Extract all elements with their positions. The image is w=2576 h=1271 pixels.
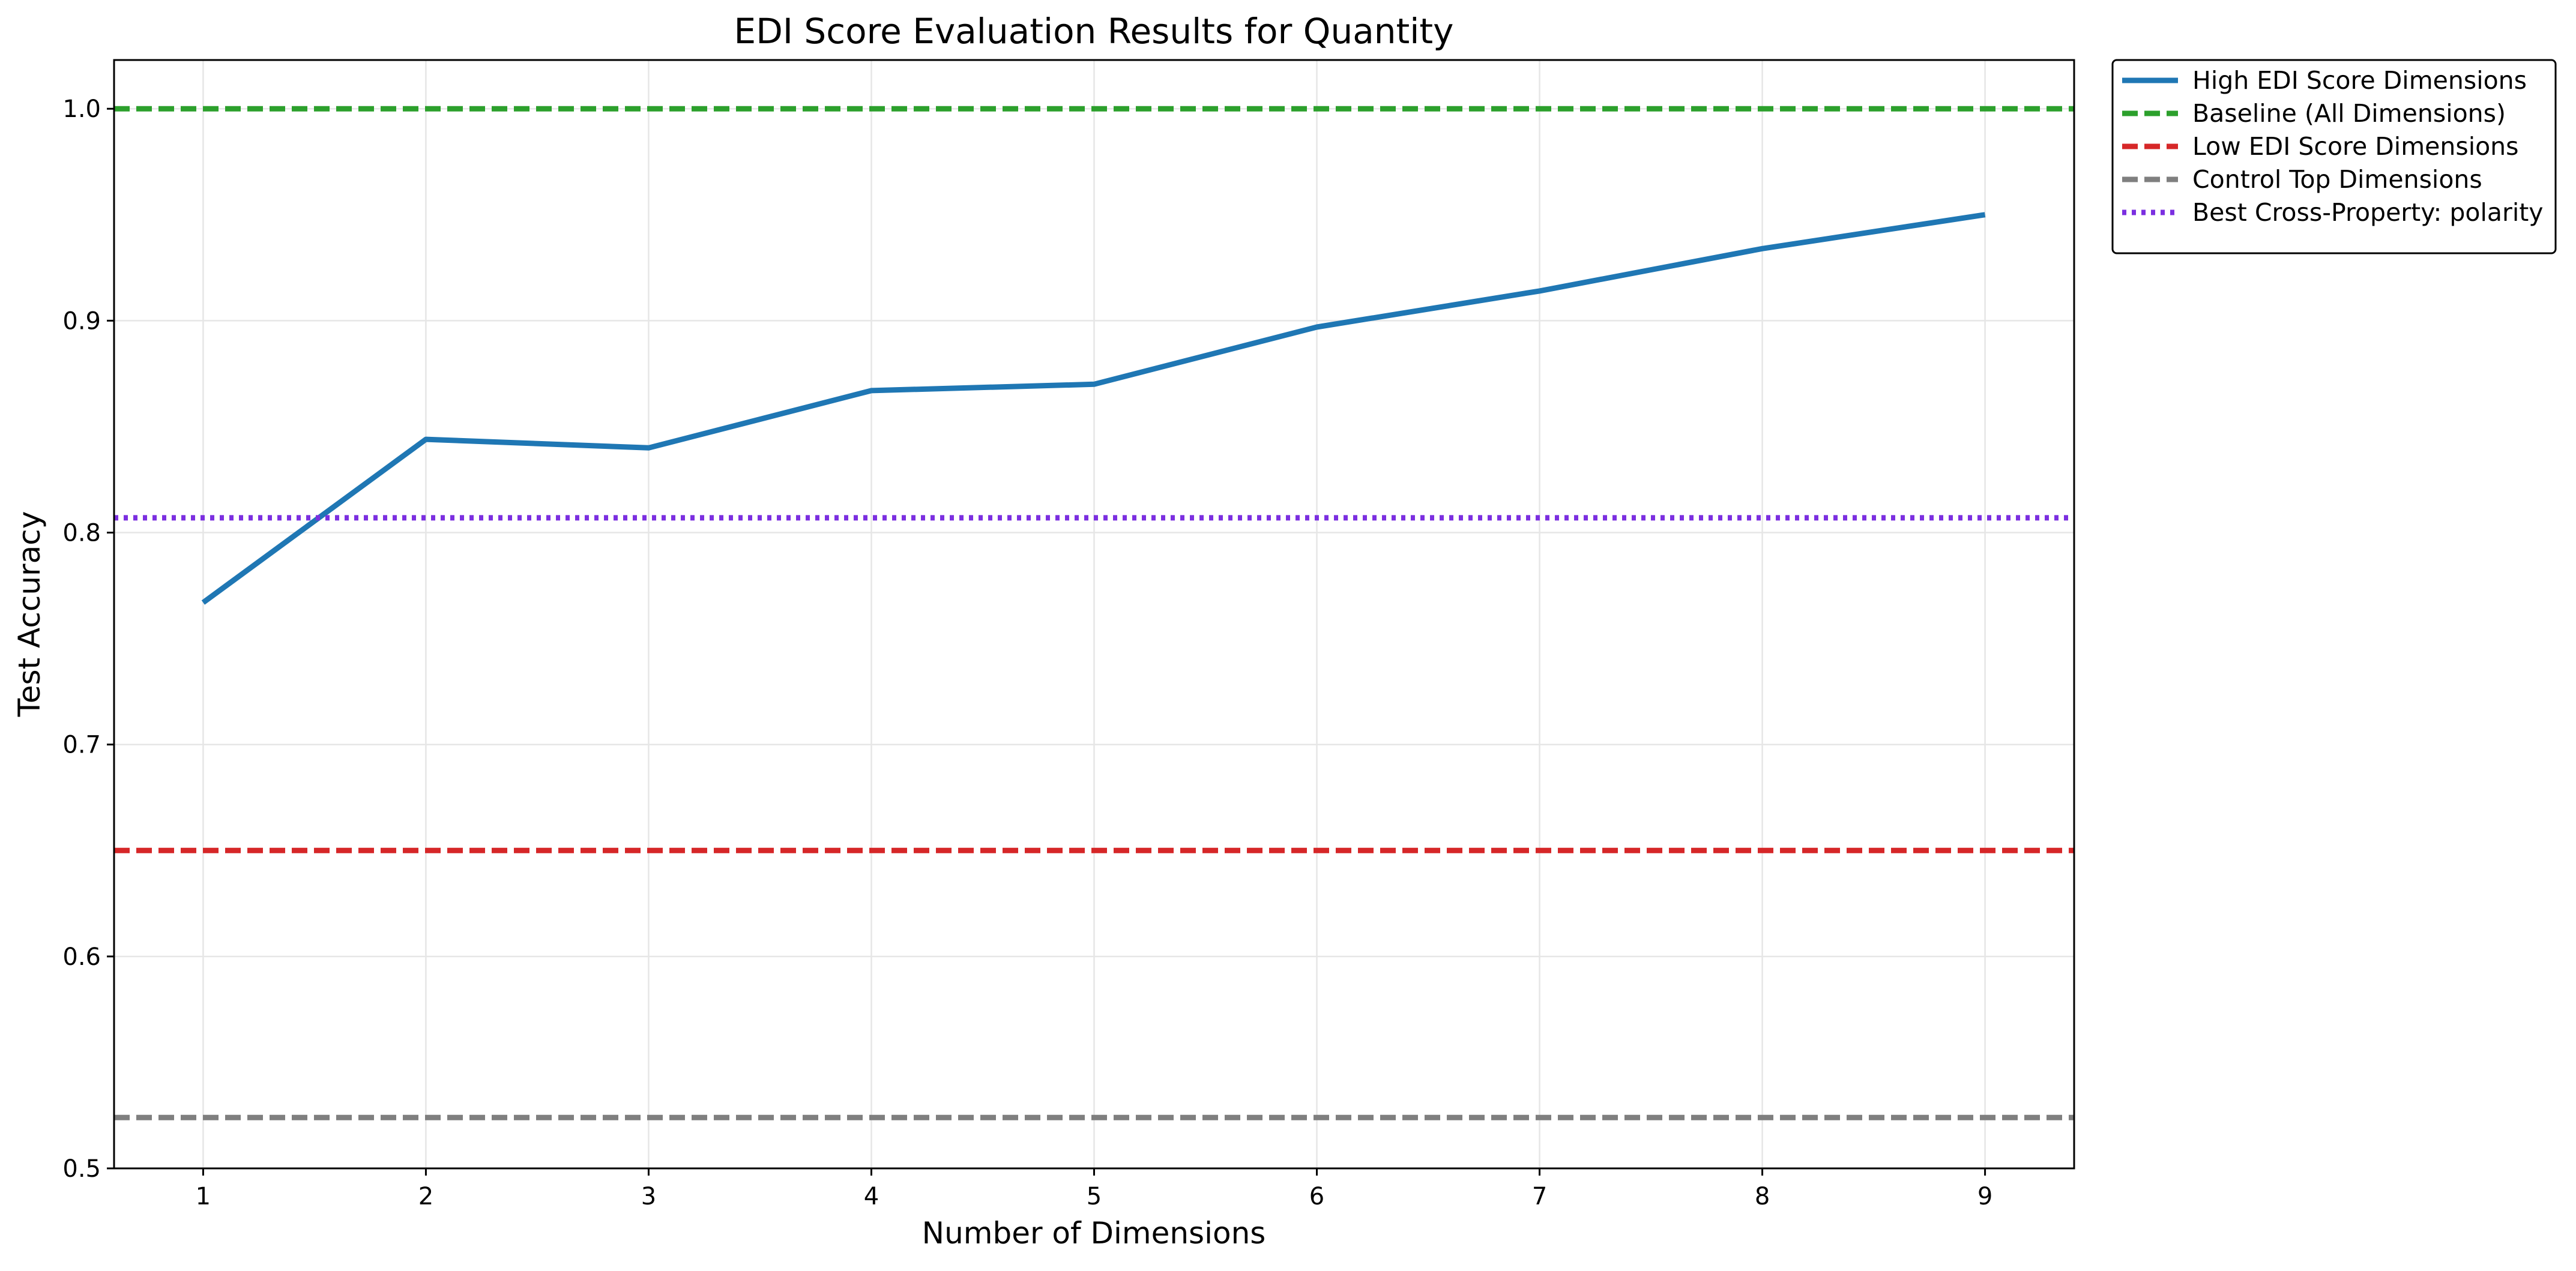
x-tick-label-3: 3 bbox=[641, 1183, 656, 1210]
grid-layer bbox=[114, 60, 2074, 1170]
y-tick-label-0.6: 0.6 bbox=[62, 943, 101, 971]
x-tick-label-9: 9 bbox=[1977, 1183, 1992, 1210]
legend-label-best-cross-property-polarity: Best Cross-Property: polarity bbox=[2192, 198, 2544, 227]
legend-label-low-edi-score-dimensions: Low EDI Score Dimensions bbox=[2192, 132, 2519, 161]
legend-label-baseline-all-dimensions: Baseline (All Dimensions) bbox=[2192, 99, 2506, 128]
x-tick-label-2: 2 bbox=[418, 1183, 433, 1210]
y-axis-title: Test Accuracy bbox=[12, 511, 47, 718]
y-tick-label-1.0: 1.0 bbox=[62, 95, 101, 123]
x-tick-label-1: 1 bbox=[196, 1183, 211, 1210]
x-tick-label-6: 6 bbox=[1309, 1183, 1324, 1210]
x-tick-label-4: 4 bbox=[864, 1183, 879, 1210]
legend-label-high-edi-score-dimensions: High EDI Score Dimensions bbox=[2192, 66, 2527, 95]
x-tick-label-5: 5 bbox=[1087, 1183, 1102, 1210]
x-tick-label-8: 8 bbox=[1755, 1183, 1770, 1210]
y-tick-label-0.5: 0.5 bbox=[62, 1155, 101, 1183]
legend-frame bbox=[2111, 59, 2557, 254]
x-axis-title: Number of Dimensions bbox=[922, 1216, 1266, 1251]
legend-label-control-top-dimensions: Control Top Dimensions bbox=[2192, 165, 2482, 194]
legend: High EDI Score Dimensions Baseline (All D… bbox=[2111, 59, 2557, 254]
series-line-high-edi-score-dimensions bbox=[201, 212, 1986, 605]
chart-title: EDI Score Evaluation Results for Quantit… bbox=[734, 11, 1454, 52]
y-tick-label-0.7: 0.7 bbox=[62, 732, 101, 759]
y-tick-label-0.9: 0.9 bbox=[62, 307, 101, 335]
x-tick-label-7: 7 bbox=[1532, 1183, 1547, 1210]
series-layer bbox=[114, 106, 2074, 1120]
tick-layer: 1 2 3 4 5 6 7 8 9 0.5 0.6 0.7 0.8 0.9 1.0 bbox=[62, 95, 1992, 1210]
y-tick-label-0.8: 0.8 bbox=[62, 520, 101, 547]
